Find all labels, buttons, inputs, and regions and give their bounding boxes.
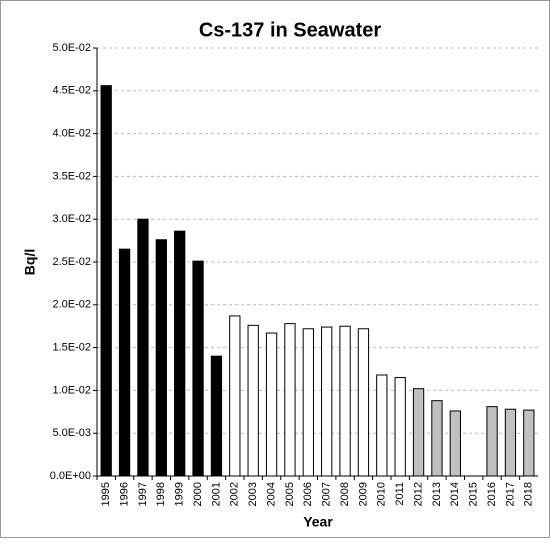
bar	[504, 408, 517, 477]
bar	[394, 377, 406, 477]
bar	[339, 325, 351, 477]
x-tick-label: 2006	[302, 482, 314, 506]
bar	[523, 409, 535, 477]
y-tick-label: 0.0E+00	[50, 470, 91, 482]
bar	[247, 324, 259, 477]
y-tick-label: 3.5E-02	[52, 170, 91, 182]
y-axis-label: Bq/l	[22, 249, 38, 275]
y-tick-label: 1.0E-02	[52, 384, 91, 396]
x-tick-label: 1996	[118, 482, 130, 506]
bar	[284, 323, 296, 477]
x-tick-label: 2013	[431, 482, 443, 506]
x-tick-label: 2007	[321, 482, 333, 506]
y-tick-label: 1.5E-02	[52, 342, 91, 354]
y-tick-label: 5.0E-03	[52, 427, 91, 439]
x-axis-label: Year	[303, 514, 333, 530]
x-tick-label: 2003	[247, 482, 259, 506]
x-tick-label: 1999	[174, 482, 186, 506]
bar	[265, 332, 278, 477]
bar	[431, 400, 443, 477]
bar	[137, 218, 149, 477]
bar	[302, 328, 314, 477]
y-tick-label: 4.5E-02	[52, 85, 91, 97]
x-tick-label: 2012	[412, 482, 424, 506]
y-tick-label: 2.5E-02	[52, 256, 91, 268]
x-tick-label: 2009	[357, 482, 369, 506]
bar	[118, 248, 131, 477]
bar	[192, 260, 204, 477]
bar	[376, 374, 388, 477]
bar	[229, 315, 241, 477]
x-tick-label: 2014	[449, 482, 461, 506]
bar	[357, 328, 370, 477]
x-tick-label: 2008	[339, 482, 351, 506]
x-tick-label: 2001	[210, 482, 222, 506]
bar	[100, 85, 112, 477]
x-tick-label: 2002	[229, 482, 241, 506]
x-tick-label: 2015	[468, 482, 480, 506]
x-tick-label: 1995	[100, 482, 112, 506]
x-tick-label: 2018	[523, 482, 535, 506]
x-tick-label: 2017	[504, 482, 516, 506]
x-tick-label: 1997	[137, 482, 149, 506]
bar	[210, 355, 223, 477]
chart-title: Cs-137 in Seawater	[199, 19, 382, 41]
y-tick-label: 3.0E-02	[52, 213, 91, 225]
bar	[174, 230, 186, 477]
x-tick-label: 2000	[192, 482, 204, 506]
y-tick-label: 4.0E-02	[52, 128, 91, 140]
bar	[155, 239, 167, 477]
x-tick-label: 2011	[394, 482, 406, 506]
bar	[321, 326, 333, 477]
x-tick-label: 1998	[155, 482, 167, 506]
x-tick-label: 2005	[284, 482, 296, 506]
bar	[412, 388, 425, 477]
x-tick-label: 2010	[376, 482, 388, 506]
bar	[486, 406, 498, 477]
x-tick-label: 2016	[486, 482, 498, 506]
y-tick-label: 5.0E-02	[52, 42, 91, 54]
x-tick-label: 2004	[265, 482, 277, 506]
y-tick-label: 2.0E-02	[52, 299, 91, 311]
bar	[449, 410, 461, 477]
